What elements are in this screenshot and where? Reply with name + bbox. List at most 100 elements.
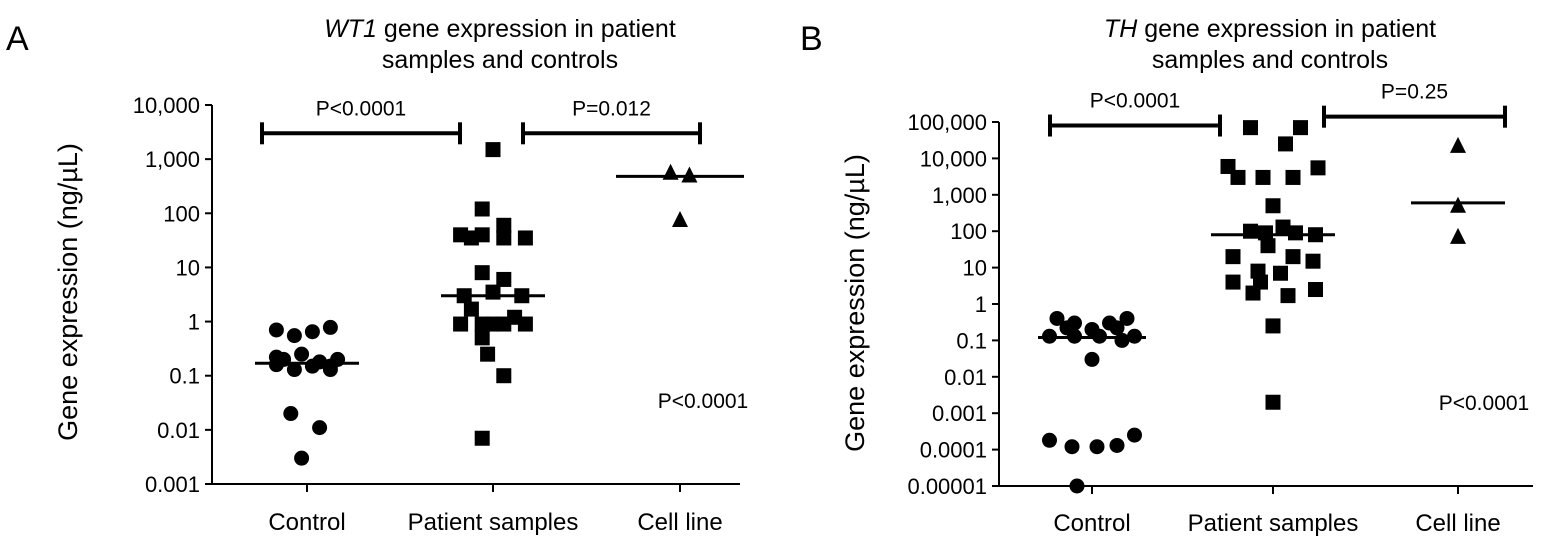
overall-p-value: P<0.0001: [1439, 392, 1530, 415]
patient-sample-point: [1305, 253, 1321, 269]
chart-title-line2: samples and controls: [1152, 46, 1388, 74]
control-point: [1109, 437, 1125, 453]
patient-sample-point: [1280, 288, 1296, 304]
patient-sample-point: [463, 230, 479, 246]
significance-bracket: P=0.012: [521, 97, 702, 145]
y-tick-label: 0.01: [157, 418, 200, 443]
control-point: [294, 346, 310, 362]
patient-sample-point: [496, 217, 512, 233]
patient-sample-point: [1245, 285, 1261, 301]
patient-sample-point: [1243, 120, 1258, 136]
panel-a: A WT1 gene expression in patient samples…: [6, 15, 748, 536]
patient-sample-point: [1258, 225, 1273, 241]
y-tick-label: 0.1: [169, 364, 200, 389]
chart-title-line1: TH gene expression in patient: [1104, 15, 1436, 43]
patient-sample-point: [1273, 265, 1288, 281]
control-point: [286, 362, 302, 378]
overall-p-value: P<0.0001: [658, 390, 749, 413]
y-tick-label: 0.001: [145, 472, 200, 497]
patient-sample-point: [1225, 249, 1241, 265]
patient-sample-point: [496, 271, 512, 287]
patient-sample-point: [453, 316, 469, 332]
control-point: [312, 420, 328, 436]
control-point: [268, 322, 284, 338]
patient-sample-point: [1275, 219, 1291, 235]
bracket-p-label: P=0.012: [572, 97, 651, 120]
panel-letter-a: A: [6, 20, 29, 58]
patient-sample-point: [1310, 160, 1326, 176]
patient-sample-point: [474, 265, 490, 281]
control-point: [283, 406, 299, 422]
patient-sample-point: [1293, 120, 1308, 136]
patient-sample-point: [474, 201, 490, 217]
y-tick-label: 10: [176, 255, 200, 280]
y-tick-label: 0.1: [956, 328, 987, 353]
patient-sample-point: [1288, 225, 1303, 241]
patient-sample-point: [463, 301, 479, 317]
y-tick-label: 0.01: [944, 365, 987, 390]
patient-sample-point: [485, 316, 501, 332]
x-tick-label: Cell line: [637, 509, 722, 536]
control-point: [1049, 310, 1065, 326]
y-tick-label: 10,000: [133, 93, 200, 118]
significance-bracket: P<0.0001: [1048, 90, 1222, 137]
patient-sample-point: [1278, 136, 1293, 152]
y-tick-label: 10: [963, 256, 987, 281]
patient-sample-point: [1308, 282, 1323, 298]
control-point: [1114, 332, 1130, 348]
y-tick-label: 1: [188, 310, 200, 335]
y-tick-label: 100: [950, 219, 987, 244]
x-tick-label: Cell line: [1415, 510, 1500, 537]
cell-line-point: [1450, 136, 1466, 153]
control-point: [322, 319, 338, 335]
patient-sample-point: [1265, 198, 1281, 214]
control-point: [304, 358, 320, 374]
y-tick-label: 10,000: [920, 146, 987, 171]
y-axis-title: Gene expression (ng/µL): [53, 143, 83, 441]
patient-sample-point: [517, 230, 533, 246]
patient-sample-point: [496, 230, 512, 246]
y-tick-label: 100,000: [907, 110, 987, 135]
patient-sample-point: [1260, 238, 1276, 254]
control-point: [304, 324, 320, 340]
patient-sample-point: [1265, 394, 1281, 410]
patient-sample-point: [485, 284, 501, 300]
patient-sample-point: [1230, 169, 1246, 185]
y-tick-label: 0.00001: [907, 474, 987, 499]
patient-sample-point: [1265, 318, 1281, 334]
control-point: [1109, 320, 1125, 336]
chart-title-italic: TH: [1104, 15, 1138, 43]
patient-sample-point: [474, 430, 490, 446]
chart-title-rest: gene expression in patient: [377, 15, 676, 43]
chart-title-rest: gene expression in patient: [1137, 15, 1436, 43]
x-tick-label: Patient samples: [1188, 510, 1359, 537]
panel-letter-b: B: [800, 20, 823, 58]
significance-bracket: P<0.0001: [260, 97, 462, 145]
y-tick-label: 1,000: [932, 183, 987, 208]
patient-sample-point: [485, 142, 501, 158]
significance-bracket: P=0.25: [1322, 81, 1507, 128]
cell-line-point: [1450, 196, 1466, 213]
patient-sample-point: [480, 346, 496, 362]
chart-title-line1: WT1 gene expression in patient: [324, 15, 676, 43]
patient-sample-point: [496, 368, 512, 384]
bracket-p-label: P=0.25: [1381, 81, 1448, 104]
control-point: [322, 358, 338, 374]
cell-line-point: [681, 166, 698, 183]
y-tick-label: 0.001: [932, 401, 987, 426]
control-point: [1127, 427, 1142, 443]
patient-sample-point: [1243, 223, 1258, 239]
y-axis-title: Gene expression (ng/µL): [840, 154, 870, 452]
control-point: [286, 328, 302, 344]
y-tick-label: 0.0001: [920, 438, 987, 463]
control-point: [1119, 310, 1135, 326]
control-point: [1089, 439, 1105, 455]
patient-sample-point: [1285, 169, 1301, 185]
x-tick-label: Control: [1053, 510, 1130, 537]
control-point: [1069, 478, 1085, 494]
bracket-p-label: P<0.0001: [316, 97, 407, 120]
panel-b: B TH gene expression in patient samples …: [800, 15, 1533, 537]
patient-sample-point: [517, 316, 533, 332]
patient-sample-point: [1255, 169, 1271, 185]
